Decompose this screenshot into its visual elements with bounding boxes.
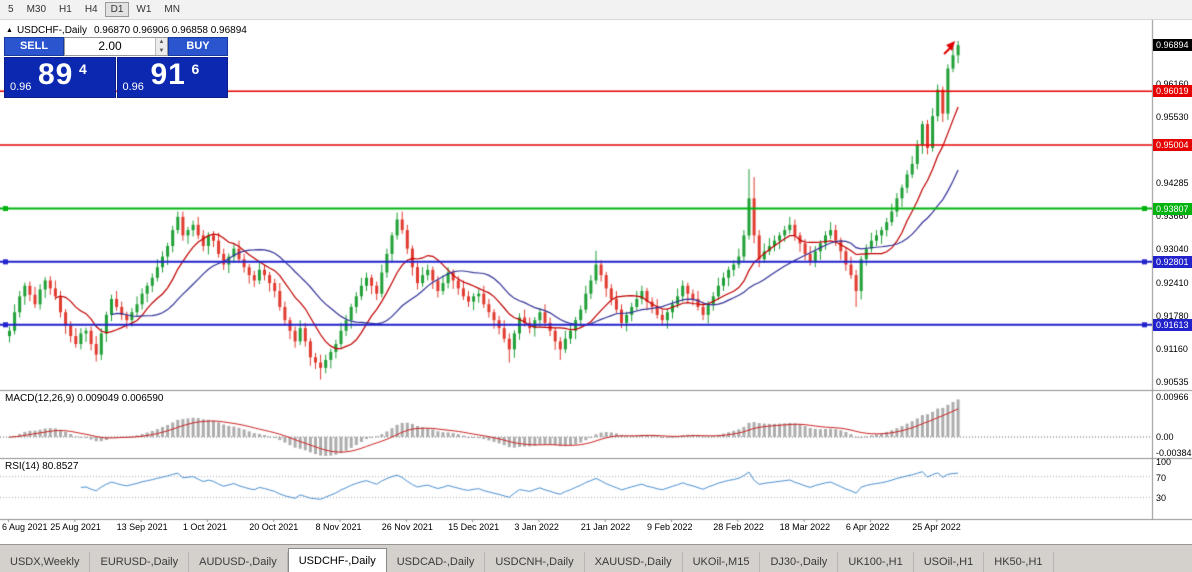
chart-tab-bar: USDX,Weekly EURUSD-,Daily AUDUSD-,Daily USD… xyxy=(0,544,1192,572)
macd-indicator-label: MACD(12,26,9) 0.009049 0.006590 xyxy=(5,393,164,404)
price-level-tag[interactable]: 0.92801 xyxy=(1153,255,1192,268)
timeframe-button-h4[interactable]: H4 xyxy=(84,4,98,15)
buy-price-big: 91 xyxy=(150,58,186,91)
buy-button[interactable]: BUY xyxy=(168,37,228,56)
trade-panel-toggle-icon[interactable]: ▲ xyxy=(6,27,13,34)
volume-value[interactable]: 2.00 xyxy=(98,39,122,53)
date-axis-label: 3 Jan 2022 xyxy=(514,522,559,532)
chart-tab-usoil-h1[interactable]: USOil-,H1 xyxy=(914,552,985,572)
date-axis-label: 26 Nov 2021 xyxy=(381,522,433,532)
price-tick-label: 0.93660 xyxy=(1156,211,1189,222)
buy-price-pip: 6 xyxy=(191,61,200,77)
rsi-axis-label: 100 xyxy=(1156,457,1172,467)
sell-price-big: 89 xyxy=(38,58,74,91)
price-level-tag[interactable]: 0.91613 xyxy=(1153,318,1192,331)
chart-header: ▲ USDCHF-,Daily 0.96870 0.96906 0.96858 0.… xyxy=(6,25,247,36)
macd-axis-label: 0.00 xyxy=(1156,432,1174,442)
timeframe-button-h1[interactable]: H1 xyxy=(59,4,72,15)
price-tick-label: 0.90535 xyxy=(1156,376,1189,387)
date-axis-label: 6 Aug 2021 xyxy=(2,522,48,532)
timeframe-button-mn[interactable]: MN xyxy=(164,4,180,15)
chart-tab-audusd-daily[interactable]: AUDUSD-,Daily xyxy=(189,552,288,572)
date-axis-label: 21 Jan 2022 xyxy=(580,522,631,532)
price-level-tag[interactable]: 0.96894 xyxy=(1153,38,1192,51)
macd-axis-label: 0.00966 xyxy=(1156,392,1189,402)
price-level-tag[interactable]: 0.95004 xyxy=(1153,139,1192,152)
timeframe-toolbar: 5 M30 H1 H4 D1 W1 MN xyxy=(0,0,1192,20)
chart-tab-eurusd-daily[interactable]: EURUSD-,Daily xyxy=(90,552,190,572)
chart-ohlc-values: 0.96870 0.96906 0.96858 0.96894 xyxy=(93,25,247,36)
buy-price-prefix: 0.96 xyxy=(122,81,144,93)
timeframe-button-d1[interactable]: D1 xyxy=(104,2,130,17)
date-axis-label: 15 Dec 2021 xyxy=(448,522,500,532)
volume-spinner: ▲ ▼ xyxy=(155,38,167,55)
timeframe-button-m30[interactable]: M30 xyxy=(26,4,47,15)
date-axis-label: 6 Apr 2022 xyxy=(845,522,890,532)
date-axis-label: 8 Nov 2021 xyxy=(315,522,362,532)
date-axis-label: 20 Oct 2021 xyxy=(249,522,299,532)
date-axis-label: 25 Aug 2021 xyxy=(50,522,101,532)
date-axis-label: 28 Feb 2022 xyxy=(713,522,764,532)
chart-tab-hk50-h1[interactable]: HK50-,H1 xyxy=(984,552,1054,572)
price-tick-label: 0.91160 xyxy=(1156,343,1188,354)
price-tick-label: 0.94285 xyxy=(1156,178,1189,189)
chart-tab-uk100-h1[interactable]: UK100-,H1 xyxy=(838,552,914,572)
chart-tab-usdx-weekly[interactable]: USDX,Weekly xyxy=(0,552,91,572)
chart-window: ▲ USDCHF-,Daily 0.96870 0.96906 0.96858 0.… xyxy=(0,20,1192,536)
date-axis-label: 25 Apr 2022 xyxy=(912,522,961,532)
date-axis-label: 1 Oct 2021 xyxy=(182,522,227,532)
timeframe-button-5[interactable]: 5 xyxy=(8,4,14,15)
sell-price-pip: 4 xyxy=(79,61,87,77)
price-tick-label: 0.95530 xyxy=(1156,112,1189,123)
price-tick-label: 0.93040 xyxy=(1156,244,1189,255)
price-level-tag[interactable]: 0.93807 xyxy=(1153,202,1192,215)
one-click-trading-widget: SELL 2.00 ▲ ▼ BUY 0.96 89 4 0.96 91 6 xyxy=(4,37,228,98)
chart-tab-usdcad-daily[interactable]: USDCAD-,Daily xyxy=(387,552,486,572)
date-axis-label: 13 Sep 2021 xyxy=(116,522,168,532)
date-axis-label: 18 Mar 2022 xyxy=(779,522,831,532)
chart-canvas[interactable] xyxy=(0,20,1192,536)
rsi-axis-label: 70 xyxy=(1156,472,1167,483)
sell-price-panel[interactable]: 0.96 89 4 xyxy=(4,57,116,98)
price-tick-label: 0.96160 xyxy=(1156,78,1189,89)
timeframe-button-w1[interactable]: W1 xyxy=(136,4,152,15)
rsi-axis-label: 30 xyxy=(1156,493,1167,504)
price-level-tag[interactable]: 0.96019 xyxy=(1153,85,1192,98)
macd-axis-label: -0.00384 xyxy=(1156,447,1192,458)
price-tick-label: 0.91780 xyxy=(1156,310,1189,321)
volume-input[interactable]: 2.00 ▲ ▼ xyxy=(64,37,168,56)
sell-button[interactable]: SELL xyxy=(4,37,64,56)
chart-tab-dj30-daily[interactable]: DJ30-,Daily xyxy=(760,552,839,572)
volume-increase-button[interactable]: ▲ xyxy=(156,38,167,47)
buy-price-panel[interactable]: 0.96 91 6 xyxy=(116,57,228,98)
rsi-indicator-label: RSI(14) 80.8527 xyxy=(5,461,79,472)
chart-tab-usdchf-daily[interactable]: USDCHF-,Daily xyxy=(287,548,387,572)
date-axis-label: 9 Feb 2022 xyxy=(647,522,693,532)
chart-symbol-label: USDCHF-,Daily xyxy=(16,25,87,36)
chart-tab-xauusd-daily[interactable]: XAUUSD-,Daily xyxy=(585,552,683,572)
volume-decrease-button[interactable]: ▼ xyxy=(156,46,167,55)
price-tick-label: 0.92410 xyxy=(1156,277,1189,288)
chart-tab-ukoil-m15[interactable]: UKOil-,M15 xyxy=(683,552,761,572)
sell-price-prefix: 0.96 xyxy=(10,81,32,93)
chart-tab-usdcnh-daily[interactable]: USDCNH-,Daily xyxy=(485,552,585,572)
